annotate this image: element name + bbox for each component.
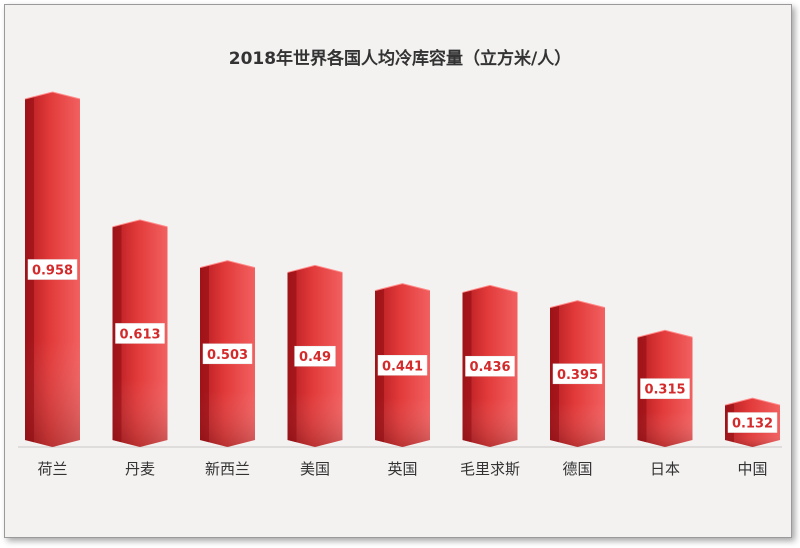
category-label: 中国 <box>737 460 767 478</box>
value-label-box <box>294 345 336 367</box>
value-label: 0.132 <box>732 417 773 432</box>
value-label-box <box>202 343 253 365</box>
value-label: 0.436 <box>469 360 510 375</box>
bar-top-edge <box>637 329 693 338</box>
bar-top-edge <box>199 260 256 269</box>
category-label: 德国 <box>562 460 592 478</box>
bar-top-edge <box>374 283 431 292</box>
value-label-box <box>552 363 603 385</box>
category-label: 新西兰 <box>205 460 250 478</box>
category-label: 英国 <box>387 460 417 478</box>
bar-top-edge <box>462 284 518 293</box>
value-label: 0.503 <box>207 348 248 363</box>
value-label-box <box>27 259 78 280</box>
value-label-box <box>115 323 165 344</box>
value-label: 0.958 <box>32 264 73 279</box>
value-label-box <box>465 355 515 377</box>
bar-top-edge <box>24 91 81 100</box>
bar-top-edge <box>549 300 606 309</box>
value-label: 0.441 <box>382 359 423 374</box>
category-label: 日本 <box>650 460 680 478</box>
bar-top-edge <box>112 219 168 228</box>
bar-facet <box>287 270 297 443</box>
value-label-box <box>640 378 690 399</box>
chart-title: 2018年世界各国人均冷库容量（立方米/人） <box>228 49 572 69</box>
category-label: 荷兰 <box>37 460 67 478</box>
value-label: 0.395 <box>557 368 598 383</box>
category-label: 美国 <box>300 460 330 478</box>
bar-top-edge <box>724 397 781 406</box>
bar-top-edge <box>287 264 343 273</box>
value-label-box <box>727 412 778 433</box>
category-label: 毛里求斯 <box>460 460 520 478</box>
value-label: 0.315 <box>644 383 685 398</box>
value-label: 0.49 <box>299 350 331 365</box>
value-label-box <box>377 355 428 376</box>
category-label: 丹麦 <box>125 460 155 478</box>
value-label: 0.613 <box>119 327 160 342</box>
